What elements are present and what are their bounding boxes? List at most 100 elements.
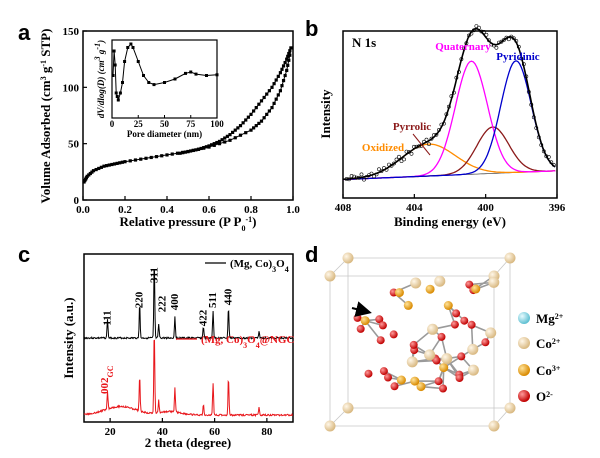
inset-point <box>129 42 133 46</box>
isotherm-point <box>212 143 216 147</box>
y-axis-label: Intensity (a.u.) <box>61 297 76 378</box>
isotherm-point <box>199 146 203 151</box>
peak-label-oxidized: Oxidized <box>362 142 404 154</box>
atom-co2 <box>406 356 418 368</box>
atom-o <box>467 320 476 329</box>
raw-data-point <box>526 90 531 94</box>
inset-point <box>147 81 151 84</box>
peak-index-label: 222 <box>157 295 169 312</box>
isotherm-point <box>281 64 286 68</box>
panel-letter-a: a <box>18 20 31 45</box>
isotherm-point <box>289 46 293 50</box>
raw-data-point <box>459 57 464 62</box>
raw-data-point <box>389 163 394 168</box>
isotherm-point <box>118 161 122 165</box>
x-tick-label: 20 <box>105 426 117 438</box>
legend-swatch-co3 <box>518 364 530 376</box>
inset-point <box>123 60 127 63</box>
raw-data-point <box>362 177 366 182</box>
atom-o <box>432 356 441 365</box>
panel-b-xps-chart: 408 404 400 396 Binding energy (eV) Intensity… <box>318 24 566 229</box>
isotherm-point <box>154 155 159 159</box>
raw-data-point <box>499 39 504 44</box>
y-tick-label: 100 <box>63 82 80 94</box>
raw-data-point <box>451 90 456 95</box>
isotherm-point <box>267 109 271 113</box>
y-tick-label: 50 <box>68 139 80 151</box>
isotherm-point <box>228 138 232 142</box>
atom-co2 <box>342 402 354 414</box>
isotherm-point <box>91 169 96 173</box>
legend-label-red: (Mg, Co)3O4@NGC <box>201 334 294 350</box>
x-tick-label: 400 <box>477 202 494 214</box>
atom-o <box>481 338 490 347</box>
panel-a-isotherm-chart: 0.0 0.2 0.4 0.6 0.8 1.0 0 50 100 150 Relative pres… <box>38 26 300 233</box>
peak-quaternary <box>342 60 556 181</box>
isotherm-point <box>133 158 138 162</box>
raw-data-point <box>347 177 352 182</box>
raw-data-point <box>539 143 544 147</box>
inset-x-axis-label: Pore diameter (nm) <box>127 129 202 139</box>
atom-co2 <box>504 402 516 414</box>
isotherm-point <box>287 51 291 56</box>
peak-index-label: 111 <box>102 310 114 325</box>
raw-data-point <box>516 44 521 49</box>
raw-data-point <box>434 132 439 137</box>
raw-data-point <box>422 139 426 144</box>
inset-point <box>118 91 122 95</box>
inset-point <box>114 91 118 95</box>
isotherm-point <box>249 128 253 132</box>
inset-point <box>173 77 177 81</box>
atom-o <box>356 324 365 333</box>
atom-o <box>364 369 373 378</box>
raw-data-point <box>441 121 446 126</box>
isotherm-point <box>246 115 250 119</box>
atom-co3 <box>394 288 404 298</box>
pyrrolic-pointer <box>412 133 431 156</box>
x-tick-label: 60 <box>209 426 221 438</box>
isotherm-point <box>283 73 287 78</box>
isotherm-point <box>283 60 287 65</box>
atom-o <box>353 313 362 322</box>
raw-data-point <box>476 25 481 30</box>
isotherm-point <box>267 89 271 93</box>
raw-data-point <box>392 161 396 166</box>
xrd-pattern-line <box>83 339 293 418</box>
inset-point <box>121 81 124 84</box>
atom-o <box>390 382 399 391</box>
legend-swatch-co2 <box>518 337 530 349</box>
isotherm-point <box>254 106 258 110</box>
isotherm-point <box>287 58 291 62</box>
atom-o <box>439 384 447 393</box>
atom-co2 <box>324 270 336 282</box>
peak-index-label: 440 <box>222 288 234 305</box>
raw-data-point <box>549 160 554 165</box>
raw-data-point <box>501 38 506 42</box>
isotherm-point <box>259 99 264 103</box>
raw-data-point <box>427 142 431 147</box>
isotherm-point <box>285 68 289 73</box>
peak-index-label: 400 <box>169 293 181 310</box>
inset-point <box>131 46 135 49</box>
atom-co3 <box>439 363 449 373</box>
isotherm-point <box>186 149 190 154</box>
isotherm-point <box>170 152 174 156</box>
isotherm-point <box>128 159 132 163</box>
isotherm-point <box>231 130 235 134</box>
isotherm-point <box>286 54 290 58</box>
isotherm-point <box>217 139 222 144</box>
isotherm-point <box>262 116 266 120</box>
atom-o <box>455 374 464 382</box>
atom-o <box>437 332 446 341</box>
y-axis-label: Intensity <box>318 89 333 139</box>
raw-data-point <box>429 136 434 141</box>
atom-o <box>434 377 443 386</box>
raw-data-point <box>531 115 536 120</box>
atom-co2 <box>504 252 516 264</box>
raw-data-point <box>384 167 389 172</box>
panel-letter-d: d <box>305 242 318 267</box>
isotherm-point <box>102 164 106 168</box>
isotherm-point <box>191 148 195 153</box>
raw-data-point <box>541 149 546 154</box>
inset-x-tick-label: 0 <box>110 119 115 129</box>
